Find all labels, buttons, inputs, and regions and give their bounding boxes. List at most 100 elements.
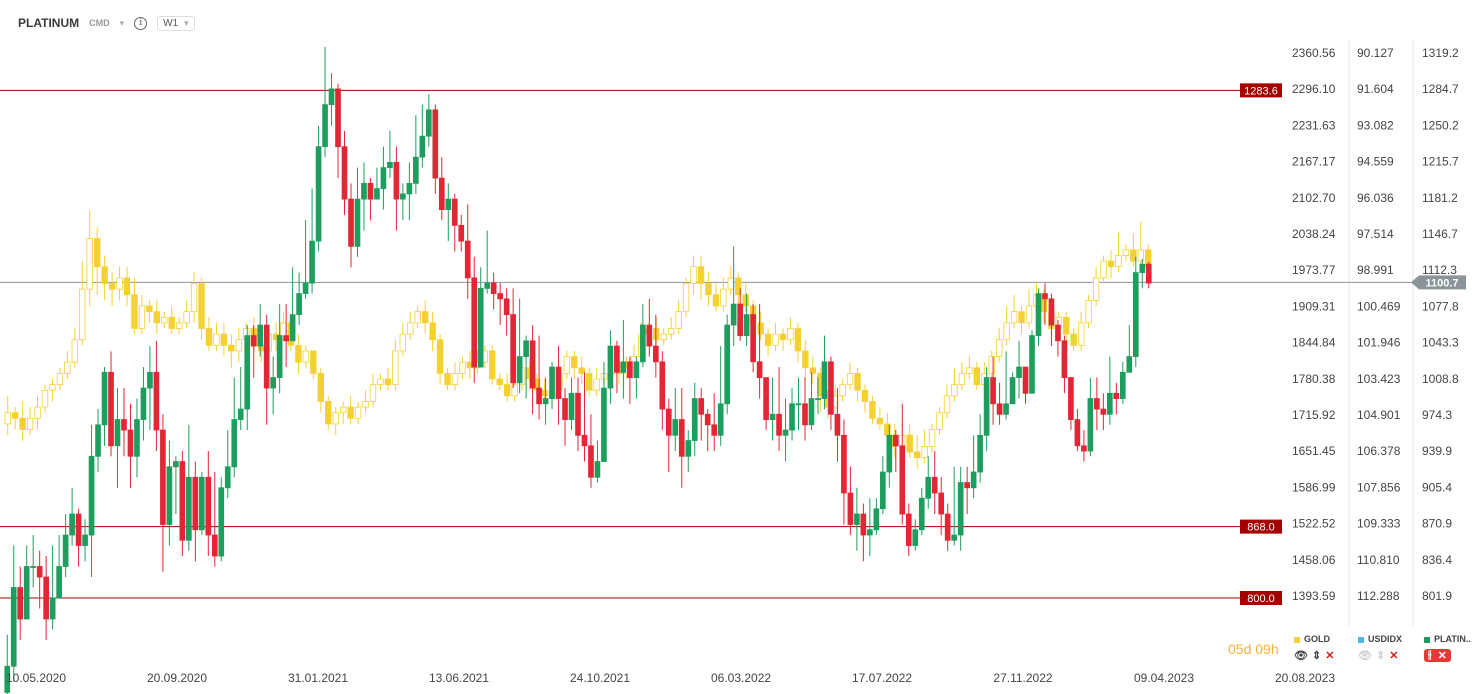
gold-axis-label: 1586.99	[1292, 480, 1336, 494]
gold-candle	[794, 328, 802, 352]
candle	[886, 434, 893, 473]
platinum-axis-label: 939.9	[1422, 444, 1452, 458]
sort-icon[interactable]: ⇕	[1375, 650, 1386, 662]
candle	[1126, 356, 1133, 373]
gold-candle	[667, 328, 675, 335]
candle	[970, 471, 977, 489]
candle	[490, 282, 497, 294]
close-icon[interactable]: ✕	[1325, 650, 1335, 662]
chevron-down-icon[interactable]: ▾	[119, 17, 125, 28]
candle	[769, 413, 776, 420]
gold-candle	[347, 406, 354, 419]
candle	[302, 282, 309, 294]
candle	[1107, 392, 1113, 415]
candle	[192, 476, 199, 531]
candle	[724, 324, 731, 405]
gold-candle	[727, 277, 735, 290]
candle	[944, 513, 951, 541]
series-color-swatch	[1294, 636, 1300, 643]
candle	[1048, 298, 1055, 326]
candle	[925, 476, 932, 499]
sort-icon[interactable]: ⇕	[1311, 650, 1322, 662]
candle	[88, 455, 95, 536]
gold-candle	[690, 266, 697, 284]
candle	[1094, 398, 1100, 410]
legend-usdidx: USDIDX 👁 ⇕ ✕	[1358, 634, 1402, 662]
candle	[36, 566, 43, 578]
date-axis-label: 13.06.2021	[429, 671, 489, 685]
candle	[503, 298, 510, 315]
symbol-name[interactable]: PLATINUM	[18, 16, 80, 30]
gold-candle	[183, 311, 190, 324]
candle	[231, 419, 238, 468]
eye-icon[interactable]: 👁	[1294, 650, 1308, 662]
gold-candle	[1070, 333, 1077, 346]
date-axis-label: 10.05.2020	[6, 671, 66, 685]
candle	[75, 513, 82, 546]
candle	[659, 361, 666, 410]
platinum-axis-label: 1319.2	[1422, 46, 1459, 60]
info-icon[interactable]: i	[134, 16, 148, 30]
candle	[406, 182, 413, 195]
gold-candle	[846, 372, 854, 386]
horizontal-line-label-box	[1240, 83, 1282, 98]
gold-candle	[779, 333, 787, 341]
candle	[445, 198, 452, 211]
gold-candle	[332, 412, 339, 425]
candle	[828, 361, 834, 415]
gold-candle	[1122, 249, 1130, 256]
usdidx-axis-label: 101.946	[1357, 336, 1401, 350]
candle	[179, 461, 186, 541]
candle	[224, 466, 231, 489]
gold-candle	[735, 277, 742, 296]
gold-candle	[369, 384, 377, 402]
horizontal-line-label: 868.0	[1247, 522, 1275, 534]
legend-gold: GOLD 👁 ⇕ ✕	[1294, 634, 1334, 662]
close-icon[interactable]: ✕	[1437, 650, 1447, 662]
candle	[873, 508, 880, 531]
gold-candle	[958, 372, 966, 386]
close-icon[interactable]: ✕	[1389, 650, 1399, 662]
candle	[1003, 403, 1009, 415]
platinum-axis-label: 1077.8	[1422, 299, 1459, 313]
gold-candle	[310, 350, 317, 374]
candle	[270, 377, 276, 389]
settings-icon[interactable]: ⫲	[1428, 649, 1432, 661]
candle	[737, 303, 743, 336]
candle	[43, 576, 49, 620]
candle	[205, 476, 212, 536]
candle	[880, 471, 886, 510]
gold-candle	[966, 367, 973, 374]
candle	[1081, 445, 1087, 452]
candle	[892, 434, 899, 447]
gold-candle	[407, 322, 414, 335]
platinum-axis-label: 1250.2	[1422, 118, 1459, 132]
candle	[484, 282, 491, 289]
gold-candle	[190, 283, 198, 313]
candle	[283, 335, 289, 342]
gold-candle	[1100, 260, 1107, 279]
candle	[95, 424, 101, 457]
gold-candle	[101, 266, 108, 284]
candle	[750, 314, 756, 363]
gold-candle	[563, 356, 571, 374]
candle	[983, 377, 990, 436]
eye-icon[interactable]: 👁	[1358, 650, 1372, 662]
gold-candle	[4, 412, 11, 425]
candle	[289, 314, 296, 342]
candle	[1087, 398, 1094, 452]
gold-candle	[697, 266, 705, 284]
gold-candle	[213, 333, 220, 346]
gold-candle	[988, 356, 995, 374]
gold-candle	[787, 328, 794, 341]
series-controls[interactable]: ⫲ ✕	[1424, 649, 1451, 662]
gold-candle	[49, 384, 56, 391]
candle	[497, 293, 504, 300]
gold-candle	[757, 322, 764, 335]
timeframe-select[interactable]: W1 ▾	[157, 15, 195, 31]
gold-candle	[1115, 255, 1122, 268]
gold-candle	[1063, 316, 1070, 335]
candle	[652, 345, 659, 363]
date-axis-label: 09.04.2023	[1134, 671, 1194, 685]
